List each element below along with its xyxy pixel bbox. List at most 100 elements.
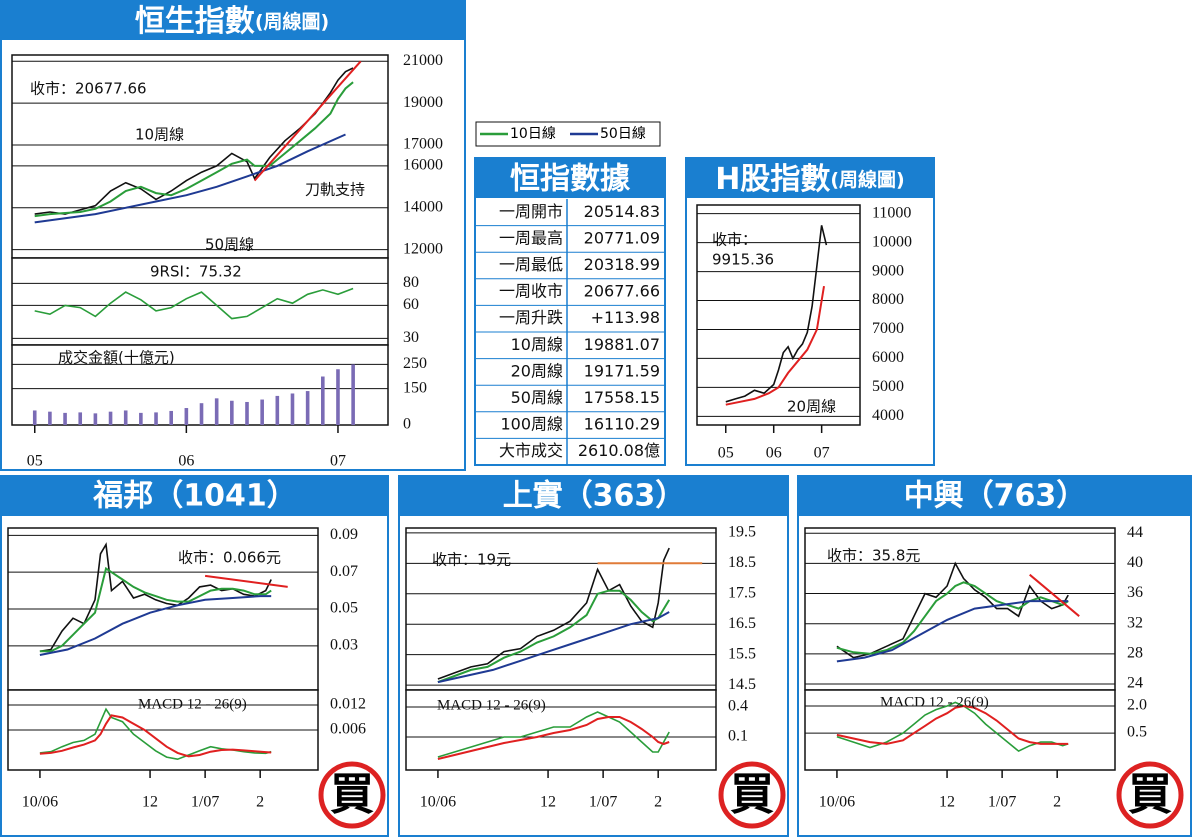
series-line (725, 285, 825, 406)
header-bar (1, 1, 465, 40)
y-tick-label: 0.006 (330, 721, 366, 738)
table-value: 17558.15 (584, 388, 660, 407)
series-line (836, 600, 1069, 663)
y-tick-label: 0.5 (1127, 724, 1147, 741)
header-bar (1, 476, 388, 516)
table-value: 19171.59 (584, 361, 660, 380)
bar (290, 393, 295, 425)
series-line (1029, 573, 1080, 617)
title-main: H股指數 (715, 162, 830, 197)
title-sub: (周線圖) (830, 168, 904, 191)
legend-label: 10日線 (510, 126, 556, 142)
table-label: 一周升跌 (499, 308, 563, 327)
plot-area (804, 689, 1116, 771)
stamp: 買 (730, 769, 774, 820)
series-label: 50周線 (205, 236, 254, 254)
plot-area (804, 527, 1116, 691)
plot-area (11, 54, 389, 259)
annotation: 成交金額(十億元) (58, 349, 175, 367)
table-label: 50周線 (511, 388, 563, 407)
series-line (437, 547, 670, 680)
annotation: MACD 12 - 26(9) (880, 694, 989, 710)
y-tick-label: 10000 (872, 233, 912, 250)
bar (321, 376, 325, 425)
series-label: 10周線 (135, 126, 184, 144)
annotation: 刀軌支持 (305, 181, 365, 199)
table-label: 大市成交 (499, 441, 563, 460)
bar (351, 364, 355, 425)
x-tick-label: 1/07 (589, 794, 617, 811)
y-tick-label: 19.5 (728, 524, 756, 541)
y-tick-label: 0.05 (330, 600, 358, 617)
x-tick-label: 05 (27, 453, 43, 470)
x-tick-label: 07 (814, 445, 830, 462)
y-tick-label: 14000 (403, 198, 443, 215)
series-line (437, 711, 670, 758)
y-tick-label: 21000 (403, 52, 443, 69)
plot-area (11, 257, 389, 346)
bar (214, 398, 219, 425)
table-value: 20677.66 (584, 282, 660, 301)
table-value: 20771.09 (584, 228, 660, 247)
x-tick-label: 2 (654, 794, 662, 811)
y-tick-label: 0.4 (728, 698, 748, 715)
bar (275, 395, 280, 425)
annotation: MACD 12 - 26(9) (138, 696, 247, 712)
header-bar (798, 476, 1191, 516)
y-tick-label: 11000 (872, 204, 911, 221)
bar (184, 408, 189, 425)
x-tick-label: 05 (718, 445, 734, 462)
series-line (204, 574, 288, 588)
annotation: 收市： (712, 231, 757, 249)
y-tick-label: 24 (1127, 675, 1143, 692)
y-tick-label: 6000 (872, 349, 904, 366)
y-tick-label: 4000 (872, 407, 904, 424)
y-tick-label: 16000 (403, 157, 443, 174)
bar (154, 412, 158, 425)
plot-area (405, 689, 717, 771)
y-tick-label: 40 (1127, 554, 1143, 571)
table-value: 20318.99 (584, 255, 660, 274)
header-bar (399, 476, 788, 516)
y-tick-label: 8000 (872, 291, 904, 308)
y-tick-label: 2.0 (1127, 697, 1147, 714)
y-tick-label: 0.012 (330, 696, 366, 713)
bar (245, 401, 249, 425)
annotation: 收市：0.066元 (178, 549, 281, 567)
series-line (836, 561, 1069, 659)
y-tick-label: 30 (403, 329, 419, 346)
table-label: 一周收市 (499, 282, 563, 301)
table-label: 100周線 (500, 415, 563, 434)
y-tick-label: 5000 (872, 378, 904, 395)
y-tick-label: 44 (1127, 524, 1143, 541)
annotation: 收市：35.8元 (827, 547, 920, 565)
table-title: 恒指數據 (510, 162, 631, 197)
title: 中興（763） (904, 479, 1087, 514)
y-tick-label: 28 (1127, 645, 1143, 662)
y-tick-label: 12000 (403, 240, 443, 257)
x-tick-label: 12 (142, 794, 158, 811)
series-line (437, 611, 670, 684)
series-line (836, 704, 1069, 745)
table-value: +113.98 (591, 308, 660, 327)
y-tick-label: 17.5 (728, 584, 756, 601)
x-tick-label: 12 (939, 794, 955, 811)
stamp-ring (1116, 761, 1184, 829)
y-tick-label: 60 (403, 296, 419, 313)
series-line (39, 714, 272, 758)
table-label: 10周線 (511, 335, 563, 354)
bar (48, 411, 52, 425)
x-tick-label: 2 (1053, 794, 1061, 811)
title-main: 恒生指數 (135, 4, 255, 39)
y-tick-label: 36 (1127, 584, 1143, 601)
annotation: 收市：19元 (432, 551, 511, 569)
stamp: 買 (1128, 769, 1172, 820)
annotation: 9RSI：75.32 (150, 263, 242, 281)
annotation: 9915.36 (712, 251, 774, 269)
y-tick-label: 18.5 (728, 554, 756, 571)
table-label: 20周線 (511, 361, 563, 380)
y-tick-label: 0 (403, 416, 411, 433)
title: 恒生指數(周線圖) (135, 4, 329, 39)
title: 福邦（1041） (92, 479, 297, 514)
